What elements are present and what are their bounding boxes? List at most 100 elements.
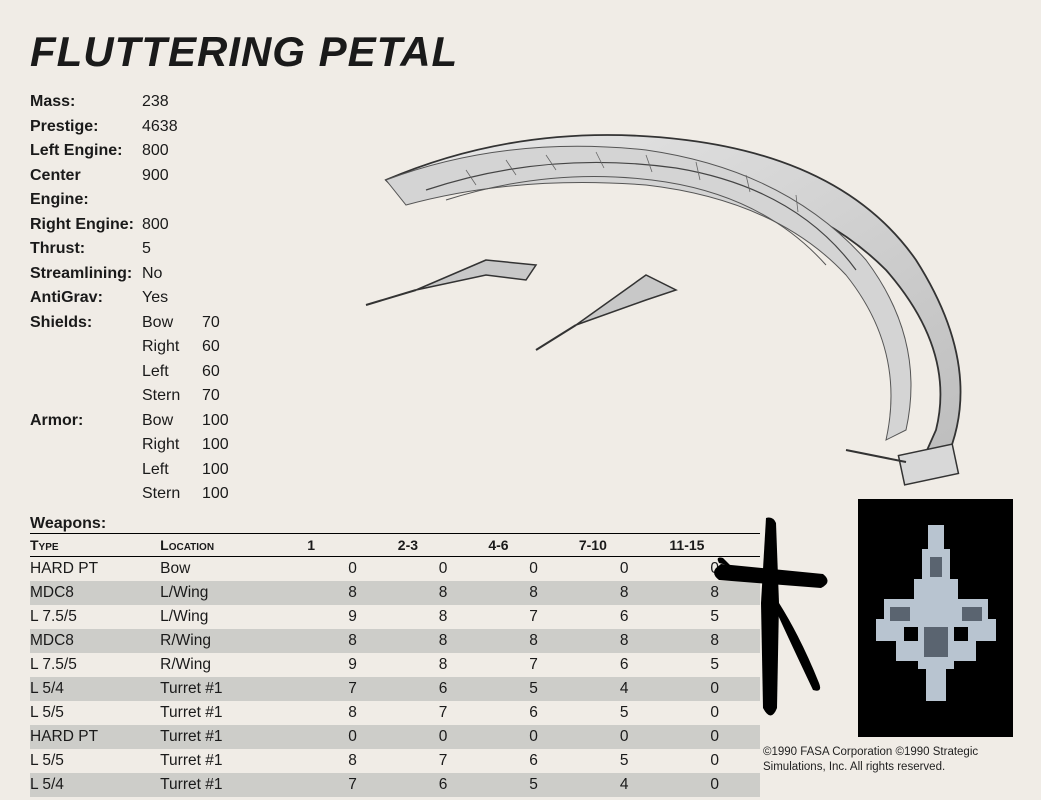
faction-insignia xyxy=(696,499,846,737)
weapon-value: 5 xyxy=(579,701,670,725)
stat-label xyxy=(30,384,142,409)
weapon-value: 7 xyxy=(488,653,579,677)
stat-row: Armor:Bow100 xyxy=(30,409,330,434)
weapon-value: 8 xyxy=(398,629,489,653)
stat-value: 70 xyxy=(202,384,252,409)
weapon-type: L 7.5/5 xyxy=(30,605,160,629)
stat-row: Mass:238 xyxy=(30,90,330,115)
stat-value: 100 xyxy=(202,482,252,507)
weapon-value: 7 xyxy=(488,605,579,629)
weapon-value: 4 xyxy=(579,677,670,701)
stat-label: Shields: xyxy=(30,311,142,336)
weapon-type: L 7.5/5 xyxy=(30,653,160,677)
weapons-col-header: Type xyxy=(30,533,160,556)
stat-facing: Right xyxy=(142,335,202,360)
weapon-value: 7 xyxy=(398,749,489,773)
stat-facing: Stern xyxy=(142,482,202,507)
weapon-value: 0 xyxy=(488,556,579,581)
stat-facing: Bow xyxy=(142,311,202,336)
weapon-value: 9 xyxy=(307,653,398,677)
stats-table: Mass:238Prestige:4638Left Engine:800Cent… xyxy=(30,90,330,507)
weapon-value: 5 xyxy=(488,677,579,701)
weapon-value: 7 xyxy=(398,701,489,725)
stat-label: Prestige: xyxy=(30,115,142,140)
stat-facing: Stern xyxy=(142,384,202,409)
weapons-row: MDC8R/Wing88888 xyxy=(30,629,760,653)
stat-label xyxy=(30,433,142,458)
stat-row: Right60 xyxy=(30,335,330,360)
weapon-type: HARD PT xyxy=(30,556,160,581)
weapon-location: R/Wing xyxy=(160,653,307,677)
stat-facing: Bow xyxy=(142,409,202,434)
weapon-value: 0 xyxy=(398,556,489,581)
weapon-value: 5 xyxy=(488,773,579,797)
weapon-type: L 5/4 xyxy=(30,773,160,797)
stat-label xyxy=(30,482,142,507)
stat-row: Left60 xyxy=(30,360,330,385)
weapon-value: 0 xyxy=(669,773,760,797)
weapons-header-row: TypeLocation12-34-67-1011-15 xyxy=(30,533,760,556)
weapon-location: Bow xyxy=(160,556,307,581)
weapon-type: MDC8 xyxy=(30,581,160,605)
weapons-row: HARD PTTurret #100000 xyxy=(30,725,760,749)
weapon-value: 8 xyxy=(398,581,489,605)
weapons-table: TypeLocation12-34-67-1011-15 HARD PTBow0… xyxy=(30,533,760,797)
weapon-value: 0 xyxy=(398,725,489,749)
stat-value: 60 xyxy=(202,360,252,385)
weapon-type: L 5/4 xyxy=(30,677,160,701)
stat-row: Shields:Bow70 xyxy=(30,311,330,336)
weapon-value: 6 xyxy=(398,773,489,797)
weapons-row: L 5/4Turret #176540 xyxy=(30,677,760,701)
weapon-type: L 5/5 xyxy=(30,701,160,725)
stat-row: AntiGrav:Yes xyxy=(30,286,330,311)
weapon-value: 8 xyxy=(579,581,670,605)
stat-value: 100 xyxy=(202,433,252,458)
stat-value: 4638 xyxy=(142,115,202,140)
stat-row: Streamlining:No xyxy=(30,262,330,287)
stat-value: 800 xyxy=(142,213,202,238)
stat-value: 100 xyxy=(202,458,252,483)
stat-row: Right100 xyxy=(30,433,330,458)
stat-value: No xyxy=(142,262,202,287)
stat-value: 100 xyxy=(202,409,252,434)
weapon-value: 8 xyxy=(307,749,398,773)
stat-value: 60 xyxy=(202,335,252,360)
weapon-value: 6 xyxy=(488,749,579,773)
ship-line-art xyxy=(346,90,996,500)
weapon-value: 8 xyxy=(488,581,579,605)
weapons-row: HARD PTBow00000 xyxy=(30,556,760,581)
weapon-value: 0 xyxy=(307,556,398,581)
weapon-value: 8 xyxy=(307,581,398,605)
stats-area: Mass:238Prestige:4638Left Engine:800Cent… xyxy=(30,90,1011,507)
ship-illustration xyxy=(330,90,1011,507)
stat-row: Stern70 xyxy=(30,384,330,409)
weapon-value: 7 xyxy=(307,677,398,701)
weapon-type: MDC8 xyxy=(30,629,160,653)
weapon-location: Turret #1 xyxy=(160,773,307,797)
stat-facing: Left xyxy=(142,360,202,385)
stat-value: 800 xyxy=(142,139,202,164)
weapon-location: Turret #1 xyxy=(160,749,307,773)
weapon-value: 4 xyxy=(579,773,670,797)
weapons-col-header: Location xyxy=(160,533,307,556)
weapon-type: HARD PT xyxy=(30,725,160,749)
weapon-location: Turret #1 xyxy=(160,701,307,725)
stat-label: Streamlining: xyxy=(30,262,142,287)
weapon-value: 6 xyxy=(579,653,670,677)
weapon-location: Turret #1 xyxy=(160,725,307,749)
weapon-value: 8 xyxy=(398,653,489,677)
weapons-row: L 5/5Turret #187650 xyxy=(30,701,760,725)
stat-row: Left100 xyxy=(30,458,330,483)
weapons-row: MDC8L/Wing88888 xyxy=(30,581,760,605)
weapons-row: L 5/4Turret #176540 xyxy=(30,773,760,797)
weapon-value: 0 xyxy=(488,725,579,749)
weapon-value: 9 xyxy=(307,605,398,629)
weapon-value: 8 xyxy=(488,629,579,653)
stat-value: 238 xyxy=(142,90,202,115)
weapons-col-header: 2-3 xyxy=(398,533,489,556)
bottom-right-block: ©1990 FASA Corporation ©1990 Strategic S… xyxy=(696,499,1013,774)
stat-label: Armor: xyxy=(30,409,142,434)
stat-label: Left Engine: xyxy=(30,139,142,164)
stat-row: Prestige:4638 xyxy=(30,115,330,140)
weapon-location: L/Wing xyxy=(160,581,307,605)
